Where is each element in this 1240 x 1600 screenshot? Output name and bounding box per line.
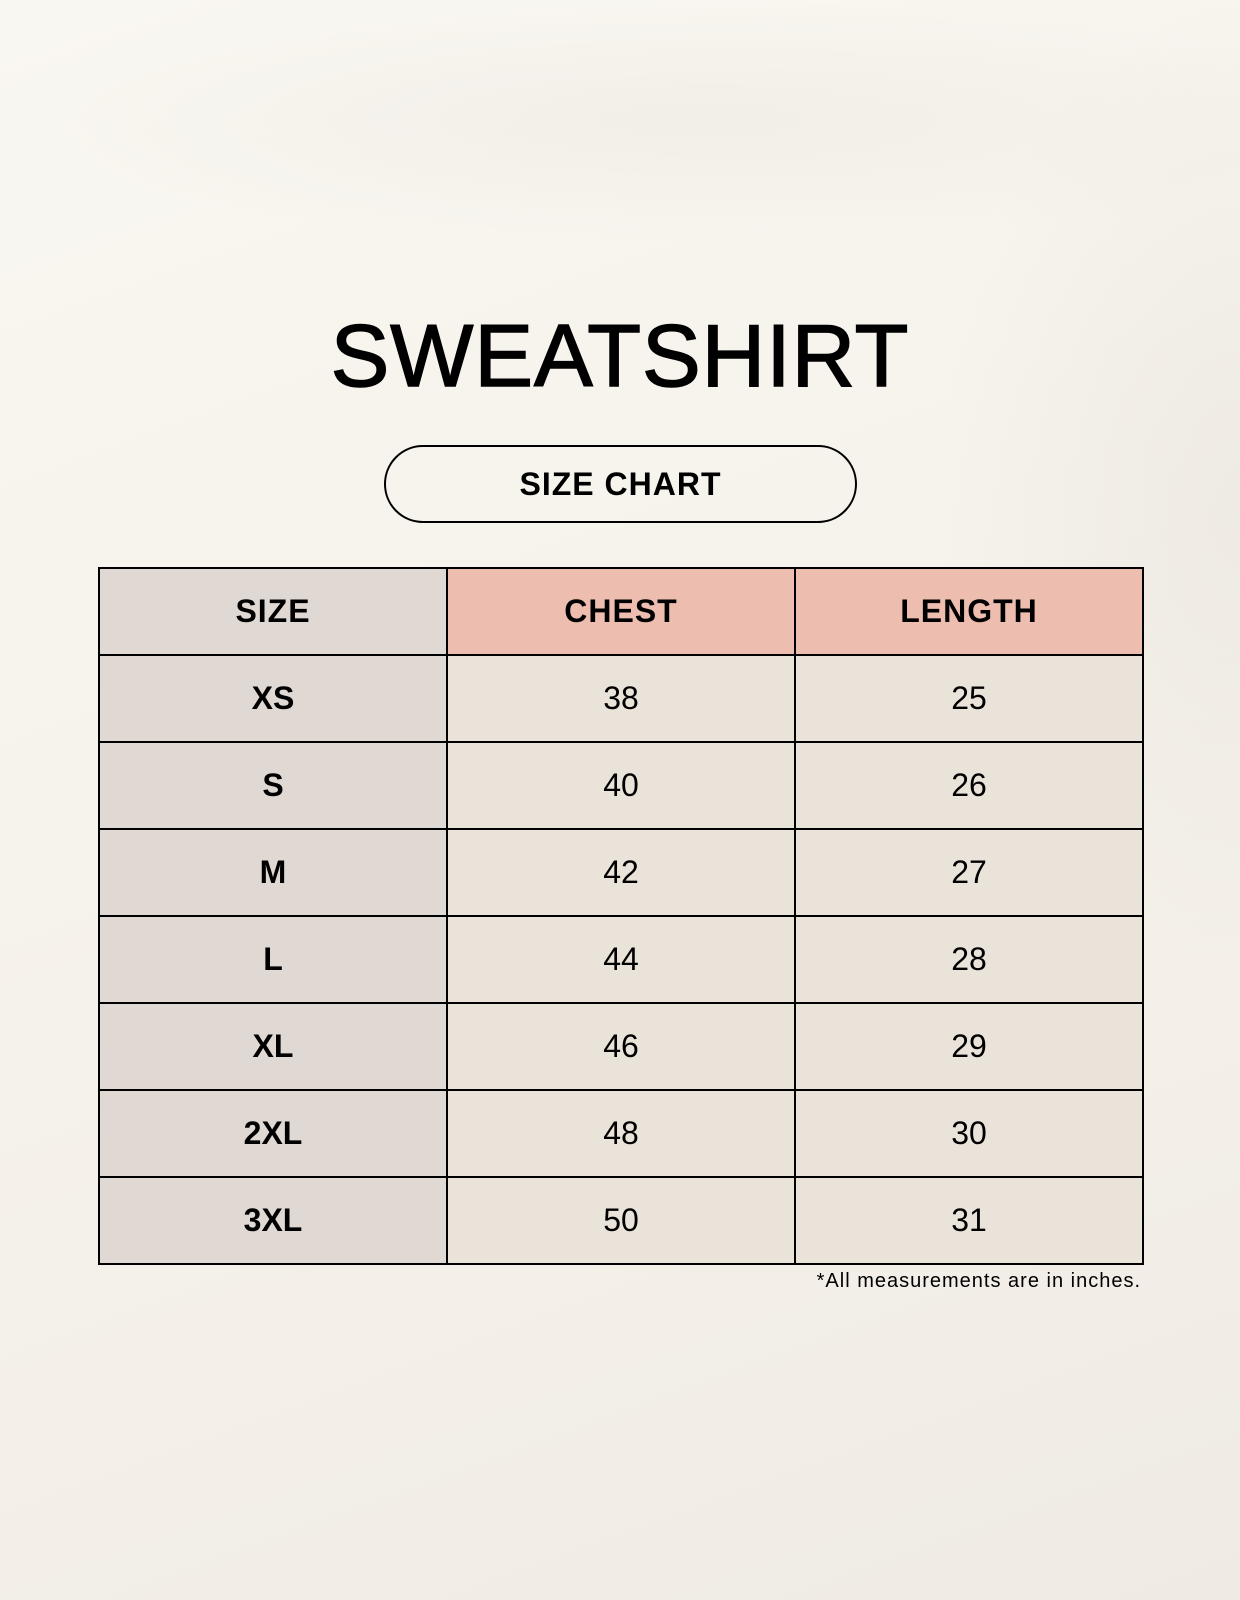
- cell-chest: 50: [446, 1176, 796, 1265]
- cell-length: 26: [794, 741, 1144, 830]
- cell-chest: 42: [446, 828, 796, 917]
- table-row: M 42 27: [98, 828, 1144, 917]
- table-row: XL 46 29: [98, 1002, 1144, 1091]
- cell-chest: 44: [446, 915, 796, 1004]
- cell-size: M: [98, 828, 448, 917]
- table-row: 3XL 50 31: [98, 1176, 1144, 1265]
- header-size: SIZE: [98, 567, 448, 656]
- cell-length: 30: [794, 1089, 1144, 1178]
- cell-size: L: [98, 915, 448, 1004]
- header-chest: CHEST: [446, 567, 796, 656]
- cell-size: XS: [98, 654, 448, 743]
- cell-size: 2XL: [98, 1089, 448, 1178]
- cell-size: S: [98, 741, 448, 830]
- header-length: LENGTH: [794, 567, 1144, 656]
- table-row: XS 38 25: [98, 654, 1144, 743]
- cell-chest: 40: [446, 741, 796, 830]
- cell-chest: 48: [446, 1089, 796, 1178]
- cell-length: 31: [794, 1176, 1144, 1265]
- cell-length: 29: [794, 1002, 1144, 1091]
- cell-size: XL: [98, 1002, 448, 1091]
- table-row: 2XL 48 30: [98, 1089, 1144, 1178]
- subtitle: SIZE CHART: [519, 465, 722, 502]
- cell-length: 27: [794, 828, 1144, 917]
- table-header-row: SIZE CHEST LENGTH: [98, 567, 1144, 656]
- size-chart-label: SIZE CHART: [384, 445, 857, 523]
- cell-length: 28: [794, 915, 1144, 1004]
- cell-chest: 38: [446, 654, 796, 743]
- cell-chest: 46: [446, 1002, 796, 1091]
- table-row: L 44 28: [98, 915, 1144, 1004]
- cell-length: 25: [794, 654, 1144, 743]
- footnote: *All measurements are in inches.: [816, 1270, 1141, 1292]
- page-title: SWEATSHIRT: [330, 305, 910, 406]
- size-table: SIZE CHEST LENGTH XS 38 25 S 40 26 M 42 27 L 44 28 X…: [98, 567, 1144, 1265]
- cell-size: 3XL: [98, 1176, 448, 1265]
- table-row: S 40 26: [98, 741, 1144, 830]
